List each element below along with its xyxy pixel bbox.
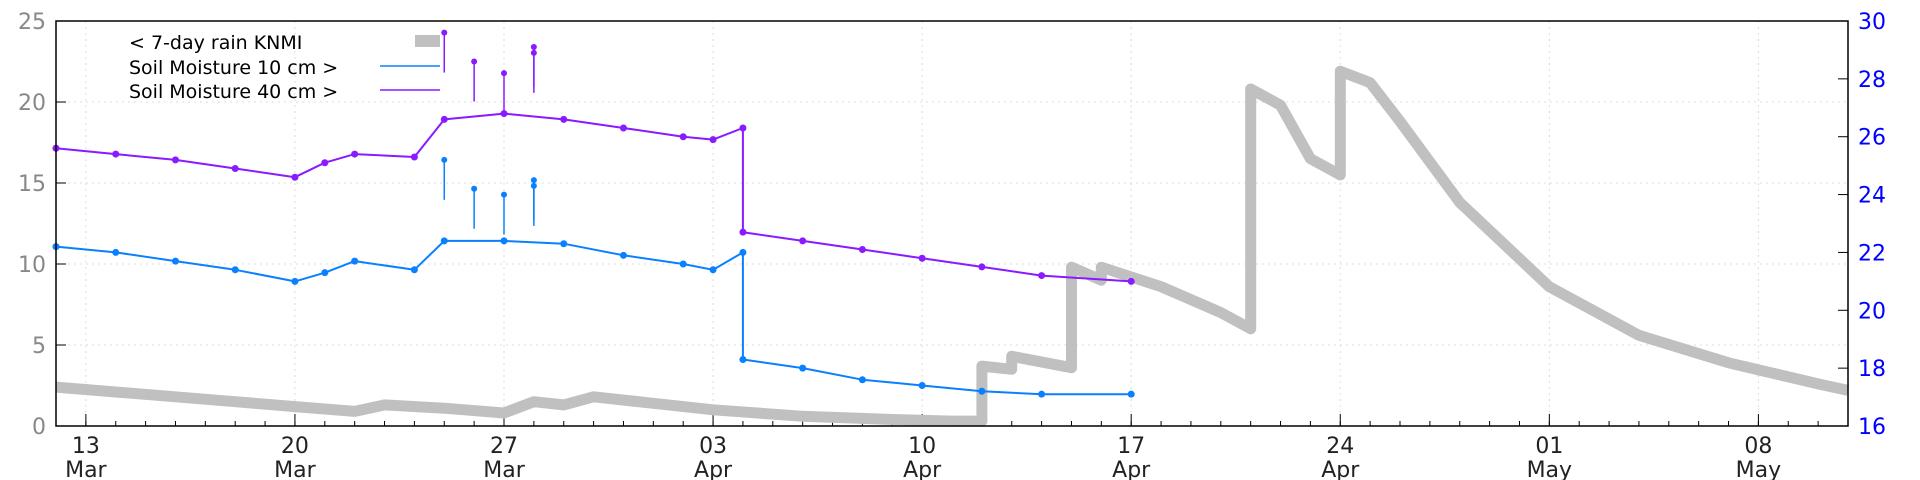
x-tick-month-label: Apr bbox=[1112, 458, 1151, 480]
data-point-soil-moisture-10-cm bbox=[739, 248, 747, 256]
spike-point bbox=[471, 58, 478, 65]
data-point-soil-moisture-10-cm bbox=[410, 266, 418, 274]
spike-point bbox=[441, 29, 448, 36]
data-point-soil-moisture-40-cm bbox=[858, 246, 866, 254]
data-point-soil-moisture-10-cm bbox=[799, 364, 807, 372]
legend-label-soil-10cm: Soil Moisture 10 cm > bbox=[129, 57, 338, 79]
data-point-soil-moisture-10-cm bbox=[112, 248, 120, 256]
data-point-soil-moisture-10-cm bbox=[679, 260, 687, 268]
plot-frame bbox=[55, 20, 1849, 427]
data-point-soil-moisture-40-cm bbox=[112, 150, 120, 158]
right-tick-label: 28 bbox=[1858, 68, 1886, 93]
legend-label-soil-40cm: Soil Moisture 40 cm > bbox=[129, 81, 338, 103]
data-point-soil-moisture-10-cm bbox=[978, 387, 986, 395]
data-point-soil-moisture-10-cm bbox=[291, 277, 299, 285]
right-tick-label: 18 bbox=[1858, 357, 1886, 382]
x-tick-day-label: 01 bbox=[1535, 434, 1563, 459]
data-point-soil-moisture-10-cm bbox=[171, 257, 179, 265]
left-tick-label: 25 bbox=[18, 10, 46, 35]
data-point-soil-moisture-10-cm bbox=[1038, 390, 1046, 398]
spike-point bbox=[530, 177, 537, 184]
right-tick-label: 22 bbox=[1858, 241, 1886, 266]
x-axis: 13Mar20Mar27Mar03Apr10Apr17Apr24Apr01May… bbox=[55, 414, 1849, 480]
left-tick-label: 20 bbox=[18, 91, 46, 116]
series-line-7-day-rain-knmi bbox=[55, 65, 1850, 427]
x-tick-month-label: May bbox=[1736, 458, 1781, 480]
data-point-soil-moisture-40-cm bbox=[619, 124, 627, 132]
x-tick-day-label: 13 bbox=[72, 434, 100, 459]
data-point-soil-moisture-10-cm bbox=[858, 376, 866, 384]
left-y-axis: 0 5 10 15 20 25 bbox=[18, 10, 66, 440]
series-layer bbox=[52, 29, 1850, 427]
data-point-soil-moisture-10-cm bbox=[560, 240, 568, 248]
right-tick-label: 16 bbox=[1858, 415, 1886, 440]
data-point-soil-moisture-40-cm bbox=[231, 165, 239, 173]
x-tick-month-label: Apr bbox=[694, 458, 733, 480]
data-point-soil-moisture-10-cm bbox=[321, 269, 329, 277]
legend-label-rain: < 7-day rain KNMI bbox=[129, 32, 302, 54]
data-point-soil-moisture-40-cm bbox=[291, 173, 299, 181]
left-tick-label: 15 bbox=[18, 172, 46, 197]
right-tick-label: 26 bbox=[1858, 126, 1886, 151]
x-tick-month-label: Mar bbox=[274, 458, 316, 480]
left-tick-label: 0 bbox=[32, 415, 46, 440]
data-point-soil-moisture-40-cm bbox=[440, 115, 448, 123]
data-point-soil-moisture-40-cm bbox=[1038, 272, 1046, 280]
data-point-soil-moisture-40-cm bbox=[739, 228, 747, 236]
data-point-soil-moisture-40-cm bbox=[709, 136, 717, 144]
data-point-soil-moisture-10-cm bbox=[351, 257, 359, 265]
data-point-soil-moisture-40-cm bbox=[351, 150, 359, 158]
data-point-soil-moisture-40-cm bbox=[171, 156, 179, 164]
series-line-soil-moisture-40-cm bbox=[55, 112, 1132, 283]
spike-point bbox=[501, 191, 507, 198]
left-tick-label: 10 bbox=[18, 253, 46, 278]
data-point-soil-moisture-40-cm bbox=[799, 237, 807, 245]
data-point-soil-moisture-10-cm bbox=[739, 355, 747, 363]
spike-point bbox=[441, 156, 448, 163]
data-point-soil-moisture-10-cm bbox=[619, 251, 627, 259]
data-point-soil-moisture-40-cm bbox=[978, 263, 986, 271]
x-tick-day-label: 03 bbox=[699, 434, 727, 459]
x-tick-month-label: Mar bbox=[65, 458, 107, 480]
x-tick-day-label: 27 bbox=[490, 434, 518, 459]
data-point-soil-moisture-10-cm bbox=[440, 237, 448, 245]
right-tick-label: 30 bbox=[1858, 10, 1886, 35]
x-tick-month-label: Apr bbox=[1321, 458, 1360, 480]
spike-point bbox=[501, 70, 507, 77]
spike-point bbox=[471, 185, 478, 192]
right-tick-label: 24 bbox=[1858, 184, 1886, 209]
data-point-soil-moisture-40-cm bbox=[410, 153, 418, 161]
x-tick-day-label: 08 bbox=[1744, 434, 1772, 459]
series-line-soil-moisture-10-cm bbox=[55, 239, 1132, 396]
spike-point bbox=[530, 182, 537, 189]
data-point-soil-moisture-40-cm bbox=[560, 115, 568, 123]
x-tick-month-label: Mar bbox=[483, 458, 525, 480]
x-tick-month-label: Apr bbox=[903, 458, 942, 480]
data-point-soil-moisture-40-cm bbox=[918, 254, 926, 262]
data-point-soil-moisture-40-cm bbox=[679, 133, 687, 141]
data-point-soil-moisture-10-cm bbox=[709, 266, 717, 274]
data-point-soil-moisture-40-cm bbox=[321, 159, 329, 167]
data-point-soil-moisture-10-cm bbox=[500, 237, 508, 245]
data-point-soil-moisture-40-cm bbox=[1127, 277, 1135, 285]
x-tick-day-label: 17 bbox=[1117, 434, 1145, 459]
data-point-soil-moisture-10-cm bbox=[231, 266, 239, 274]
x-tick-month-label: May bbox=[1527, 458, 1572, 480]
spike-point bbox=[530, 44, 537, 51]
right-y-axis: 16 18 20 22 24 26 28 30 bbox=[1838, 10, 1886, 440]
x-tick-day-label: 10 bbox=[908, 434, 936, 459]
spike-point bbox=[530, 49, 537, 56]
data-point-soil-moisture-10-cm bbox=[918, 382, 926, 389]
legend: < 7-day rain KNMI Soil Moisture 10 cm > … bbox=[129, 32, 440, 103]
data-point-soil-moisture-40-cm bbox=[739, 124, 747, 132]
right-tick-label: 20 bbox=[1858, 299, 1886, 324]
x-tick-day-label: 24 bbox=[1326, 434, 1354, 459]
data-point-soil-moisture-10-cm bbox=[1127, 390, 1135, 398]
left-tick-label: 5 bbox=[32, 334, 46, 359]
x-tick-day-label: 20 bbox=[281, 434, 309, 459]
data-point-soil-moisture-40-cm bbox=[500, 110, 508, 118]
